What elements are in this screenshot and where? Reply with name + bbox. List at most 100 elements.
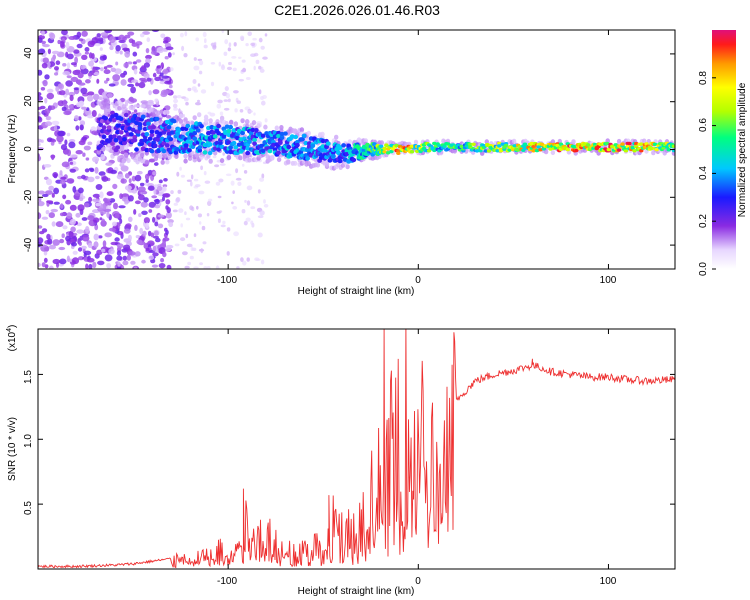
heatmap-cell — [87, 215, 95, 221]
heatmap-cell — [42, 193, 49, 198]
heatmap-cell — [81, 136, 88, 141]
heatmap-cell — [152, 171, 157, 176]
heatmap-cell — [100, 32, 109, 37]
heatmap-cell — [51, 221, 56, 227]
heatmap-cell — [320, 131, 325, 137]
heatmap-cell — [122, 140, 127, 145]
heatmap-cell — [55, 60, 61, 65]
heatmap-cell — [242, 260, 247, 266]
heatmap-cell — [239, 35, 245, 41]
heatmap-cell — [71, 242, 77, 247]
heatmap-cell — [98, 235, 103, 239]
heatmap-cell — [207, 198, 213, 202]
heatmap-cell — [46, 200, 54, 204]
heatmap-cell — [64, 139, 68, 146]
heatmap-cell — [38, 92, 42, 97]
heatmap-cell — [132, 51, 138, 57]
heatmap-cell — [409, 150, 415, 154]
heatmap-cell — [151, 264, 159, 268]
heatmap-cell — [87, 95, 94, 102]
heatmap-cell — [68, 139, 76, 143]
heatmap-cell — [87, 176, 95, 183]
heatmap-cell — [330, 154, 336, 159]
heatmap-cell — [217, 218, 221, 223]
heatmap-cell — [43, 250, 48, 256]
heatmap-cell — [154, 198, 160, 205]
heatmap-cell — [143, 197, 149, 203]
heatmap-cell — [661, 146, 666, 150]
heatmap-cell — [111, 118, 117, 123]
heatmap-cell — [41, 262, 46, 268]
heatmap-cell — [379, 144, 384, 148]
heatmap-cell — [86, 257, 95, 263]
heatmap-cell — [140, 100, 149, 104]
heatmap-cell — [48, 185, 55, 191]
heatmap-cell — [238, 78, 244, 82]
heatmap-cell — [134, 251, 141, 257]
heatmap-cell — [38, 116, 43, 123]
heatmap-cell — [191, 86, 197, 91]
heatmap-cell — [230, 180, 235, 186]
heatmap-cell — [48, 212, 55, 219]
heatmap-cell — [175, 197, 181, 202]
heatmap-cell — [215, 265, 220, 269]
heatmap-cell — [616, 148, 622, 152]
heatmap-cell — [38, 212, 42, 220]
heatmap-cell — [207, 111, 212, 115]
snr-x-ticks: -100 0 100 — [217, 576, 617, 587]
heatmap-cell — [196, 205, 199, 210]
heatmap-cell — [257, 215, 264, 219]
heatmap-cell — [187, 148, 192, 153]
heatmap-cell — [93, 72, 100, 76]
heatmap-cell — [227, 98, 231, 103]
heatmap-cell — [220, 224, 226, 228]
heatmap-cell — [176, 95, 182, 99]
heatmap-cell — [110, 141, 115, 146]
heatmap-cell — [245, 217, 251, 222]
heatmap-cell — [145, 54, 152, 60]
heatmap-cell — [51, 154, 55, 161]
heatmap-cell — [415, 149, 420, 153]
heatmap-cell — [38, 262, 41, 267]
heatmap-cell — [243, 220, 248, 226]
heatmap-cell — [229, 119, 234, 125]
heatmap-cell — [101, 134, 107, 139]
heatmap-cell — [252, 141, 257, 146]
heatmap-cell — [604, 141, 610, 146]
snr-x-axis-label: Height of straight line (km) — [298, 586, 415, 597]
heatmap-cell — [295, 142, 300, 148]
heatmap-cell — [538, 148, 543, 152]
heatmap-cell — [204, 180, 211, 184]
heatmap-cell — [238, 56, 242, 59]
heatmap-cell — [162, 240, 166, 247]
heatmap-cell — [77, 82, 86, 86]
heatmap-cell — [167, 219, 174, 224]
snr-multiplier-label: (x104) — [6, 325, 18, 352]
heatmap-cell — [144, 147, 150, 153]
heatmap-cell — [184, 211, 187, 216]
heatmap-cell — [58, 246, 66, 251]
spectrogram-ytick-label: 40 — [23, 47, 34, 59]
heatmap-cell — [115, 61, 119, 66]
heatmap-cell — [260, 133, 266, 138]
heatmap-cell — [162, 154, 168, 159]
heatmap-cell — [536, 145, 541, 149]
heatmap-cell — [136, 170, 143, 175]
heatmap-cell — [233, 121, 238, 127]
heatmap-cell — [432, 141, 437, 146]
heatmap-cell — [258, 89, 262, 95]
heatmap-cell — [146, 77, 152, 82]
heatmap-cell — [236, 100, 241, 104]
heatmap-cell — [152, 89, 160, 95]
heatmap-cell — [272, 147, 278, 152]
heatmap-cell — [253, 112, 256, 116]
heatmap-cell — [184, 31, 188, 37]
heatmap-cell — [114, 237, 120, 242]
heatmap-cell — [212, 155, 217, 159]
heatmap-cell — [143, 62, 150, 68]
colorbar-tick-label: 0.6 — [698, 118, 709, 132]
heatmap-cell — [41, 40, 47, 45]
heatmap-cell — [68, 104, 73, 109]
heatmap-cell — [206, 153, 211, 159]
heatmap-cell — [137, 126, 143, 131]
